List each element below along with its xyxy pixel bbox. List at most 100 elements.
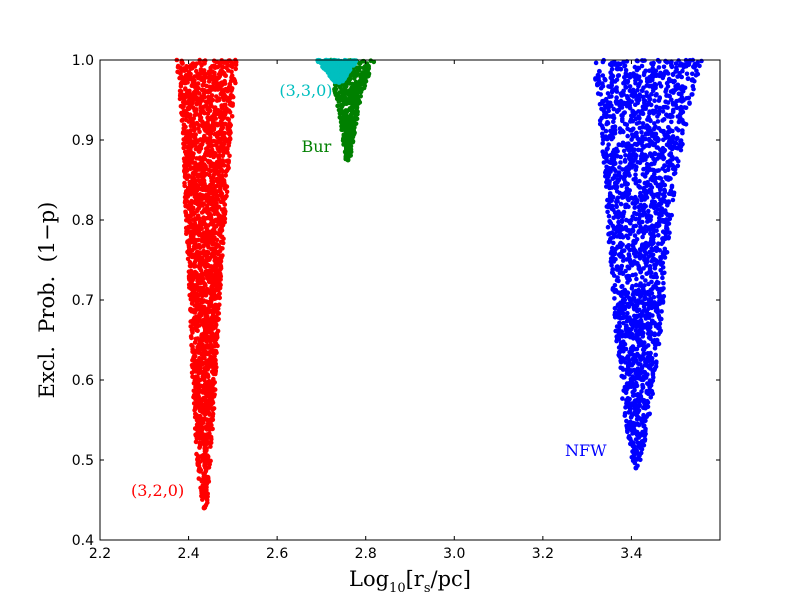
data-point xyxy=(625,227,630,233)
data-point xyxy=(675,163,681,169)
data-point xyxy=(207,77,213,82)
data-point xyxy=(219,234,224,239)
data-point xyxy=(638,111,644,116)
data-point xyxy=(669,97,674,102)
data-point xyxy=(676,159,681,164)
data-point xyxy=(657,321,663,327)
scatter-points xyxy=(174,57,704,511)
data-point xyxy=(639,397,645,402)
data-point xyxy=(625,429,630,435)
data-point xyxy=(358,89,364,95)
data-point xyxy=(634,153,639,159)
data-point xyxy=(621,311,626,316)
data-point xyxy=(199,239,205,244)
data-point xyxy=(197,468,203,474)
data-point xyxy=(643,359,648,365)
data-point xyxy=(633,299,638,304)
data-point xyxy=(635,367,640,373)
data-point xyxy=(612,161,618,166)
data-point xyxy=(692,79,697,84)
data-point xyxy=(194,162,199,168)
data-point xyxy=(211,364,217,369)
data-point xyxy=(621,191,626,197)
data-point xyxy=(356,68,362,73)
data-point xyxy=(647,167,653,172)
data-point xyxy=(685,59,690,65)
data-point xyxy=(192,259,198,265)
data-point xyxy=(639,148,644,153)
data-point xyxy=(635,136,641,141)
data-point xyxy=(662,194,667,199)
data-point xyxy=(212,110,218,116)
data-point xyxy=(355,109,360,115)
data-point xyxy=(666,78,672,84)
data-point xyxy=(633,181,639,186)
data-point xyxy=(616,61,621,66)
data-point xyxy=(189,237,195,243)
data-point xyxy=(209,233,215,238)
data-point xyxy=(612,124,618,129)
data-point xyxy=(191,381,197,386)
data-point xyxy=(210,336,216,341)
data-point xyxy=(648,350,653,356)
data-point xyxy=(647,292,652,298)
data-point xyxy=(205,323,211,329)
data-point xyxy=(660,300,666,305)
data-point xyxy=(600,141,605,146)
data-point xyxy=(199,142,204,148)
data-point xyxy=(646,208,651,214)
series-bur xyxy=(325,57,377,163)
data-point xyxy=(649,61,654,66)
data-point xyxy=(643,131,649,136)
data-point xyxy=(615,73,621,78)
data-point xyxy=(614,85,619,90)
data-point xyxy=(607,219,613,225)
data-point xyxy=(642,98,648,103)
data-point xyxy=(629,137,634,142)
data-point xyxy=(212,225,217,231)
data-point xyxy=(188,224,194,230)
data-point xyxy=(626,361,631,367)
data-point xyxy=(354,97,360,102)
data-point xyxy=(606,213,612,219)
data-point xyxy=(195,302,201,308)
data-point xyxy=(615,264,620,269)
data-point xyxy=(206,457,211,463)
data-point xyxy=(648,231,653,236)
data-point xyxy=(646,382,651,388)
data-point xyxy=(190,141,195,147)
data-point xyxy=(211,406,217,411)
data-point xyxy=(680,88,686,94)
data-point xyxy=(633,403,639,409)
data-point xyxy=(348,98,353,103)
data-point xyxy=(669,183,675,189)
data-point xyxy=(601,160,607,165)
data-point xyxy=(194,244,199,250)
data-point xyxy=(661,128,666,134)
data-point xyxy=(656,168,661,173)
data-point xyxy=(208,339,213,344)
data-point xyxy=(641,58,646,63)
data-point xyxy=(190,170,196,176)
data-point xyxy=(644,325,650,331)
data-point xyxy=(623,73,629,78)
data-point xyxy=(650,391,655,397)
data-point xyxy=(632,306,637,312)
data-point xyxy=(620,366,625,371)
data-point xyxy=(612,283,618,288)
data-point xyxy=(213,322,219,328)
data-point xyxy=(622,341,628,347)
data-point xyxy=(212,105,217,111)
data-point xyxy=(624,371,630,376)
data-point xyxy=(667,145,673,150)
data-point xyxy=(217,152,222,158)
data-point xyxy=(203,137,208,142)
data-point xyxy=(625,181,630,187)
data-point xyxy=(638,313,644,319)
data-point xyxy=(200,203,205,208)
data-point xyxy=(634,413,640,419)
data-point xyxy=(230,101,235,106)
data-point xyxy=(666,125,671,130)
data-point xyxy=(210,311,216,316)
data-point xyxy=(633,254,638,259)
